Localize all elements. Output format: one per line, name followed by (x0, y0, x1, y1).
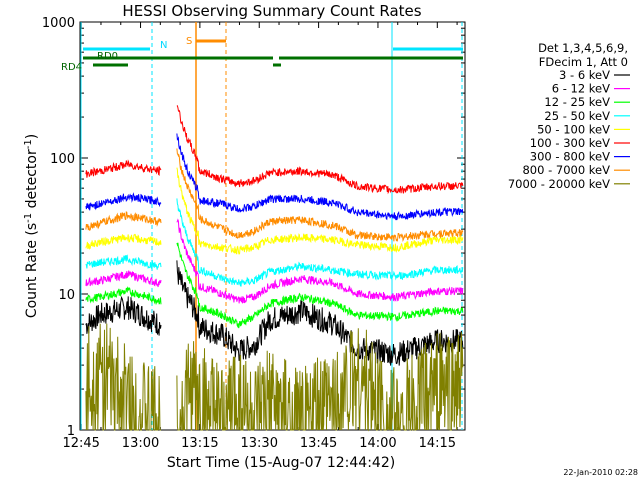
timestamp: 22-Jan-2010 02:28 (563, 468, 638, 477)
legend-entry-label: 7000 - 20000 keV (508, 177, 610, 191)
legend-entry-label: 100 - 300 keV (530, 136, 610, 150)
series-group (85, 105, 464, 432)
series-line-3 (85, 286, 162, 306)
legend-entry-label: 12 - 25 keV (544, 95, 610, 109)
series-line-5 (176, 167, 464, 255)
y-axis: 1 10 100 1000 (42, 16, 465, 439)
series-line-1 (85, 295, 162, 336)
legend-entry-label: 50 - 100 keV (537, 122, 610, 136)
x-axis-label: Start Time (15-Aug-07 12:44:42) (167, 455, 395, 471)
series-line-4 (176, 198, 464, 287)
legend-entry-label: 25 - 50 keV (544, 109, 610, 123)
flag-annotations (80, 22, 463, 430)
legend-entry-label: 3 - 6 keV (559, 68, 610, 82)
series-line-6 (85, 159, 162, 178)
x-tick-label: 13:45 (300, 436, 337, 451)
rd4-label: RD4 (61, 62, 82, 73)
n-flag-label: N (160, 40, 167, 51)
series-line-7 (176, 133, 464, 221)
series-line-2 (176, 218, 464, 304)
legend-entry-label: 800 - 7000 keV (522, 163, 610, 177)
legend-header-1: Det 1,3,4,5,6,9, (538, 41, 628, 55)
plot-frame (79, 21, 466, 431)
series-line-2 (85, 270, 162, 288)
series-line-3 (176, 242, 464, 329)
series-line-4 (85, 254, 162, 270)
legend: Det 1,3,4,5,6,9, FDecim 1, Att 0 3 - 6 k… (508, 41, 630, 191)
series-line-9 (85, 323, 161, 431)
series-line-8 (85, 211, 162, 232)
x-tick-label: 13:00 (122, 436, 159, 451)
x-tick-label: 14:00 (359, 436, 396, 451)
rd0-label: RD0 (97, 51, 118, 62)
s-flag-label: S (186, 36, 192, 47)
y-tick-label: 100 (50, 152, 75, 167)
legend-header-2: FDecim 1, Att 0 (539, 55, 628, 69)
x-tick-label: 13:30 (241, 436, 278, 451)
legend-entry-label: 300 - 800 keV (530, 150, 610, 164)
y-tick-label: 10 (58, 288, 75, 303)
series-line-5 (85, 233, 162, 250)
series-line-7 (85, 192, 162, 211)
x-tick-label: 13:15 (181, 436, 218, 451)
y-axis-label: Count Rate (s-1 detector-1) (23, 134, 40, 318)
series-line-9 (176, 328, 464, 432)
y-tick-label: 1000 (42, 16, 75, 31)
x-tick-label: 12:45 (62, 436, 99, 451)
y-tick-label: 1 (67, 424, 75, 439)
x-tick-label: 14:15 (419, 436, 456, 451)
legend-entry-label: 6 - 12 keV (552, 82, 610, 96)
series-line-6 (176, 105, 464, 195)
chart-title: HESSI Observing Summary Count Rates (122, 2, 421, 20)
series-line-1 (176, 260, 464, 366)
series-line-8 (176, 148, 464, 242)
